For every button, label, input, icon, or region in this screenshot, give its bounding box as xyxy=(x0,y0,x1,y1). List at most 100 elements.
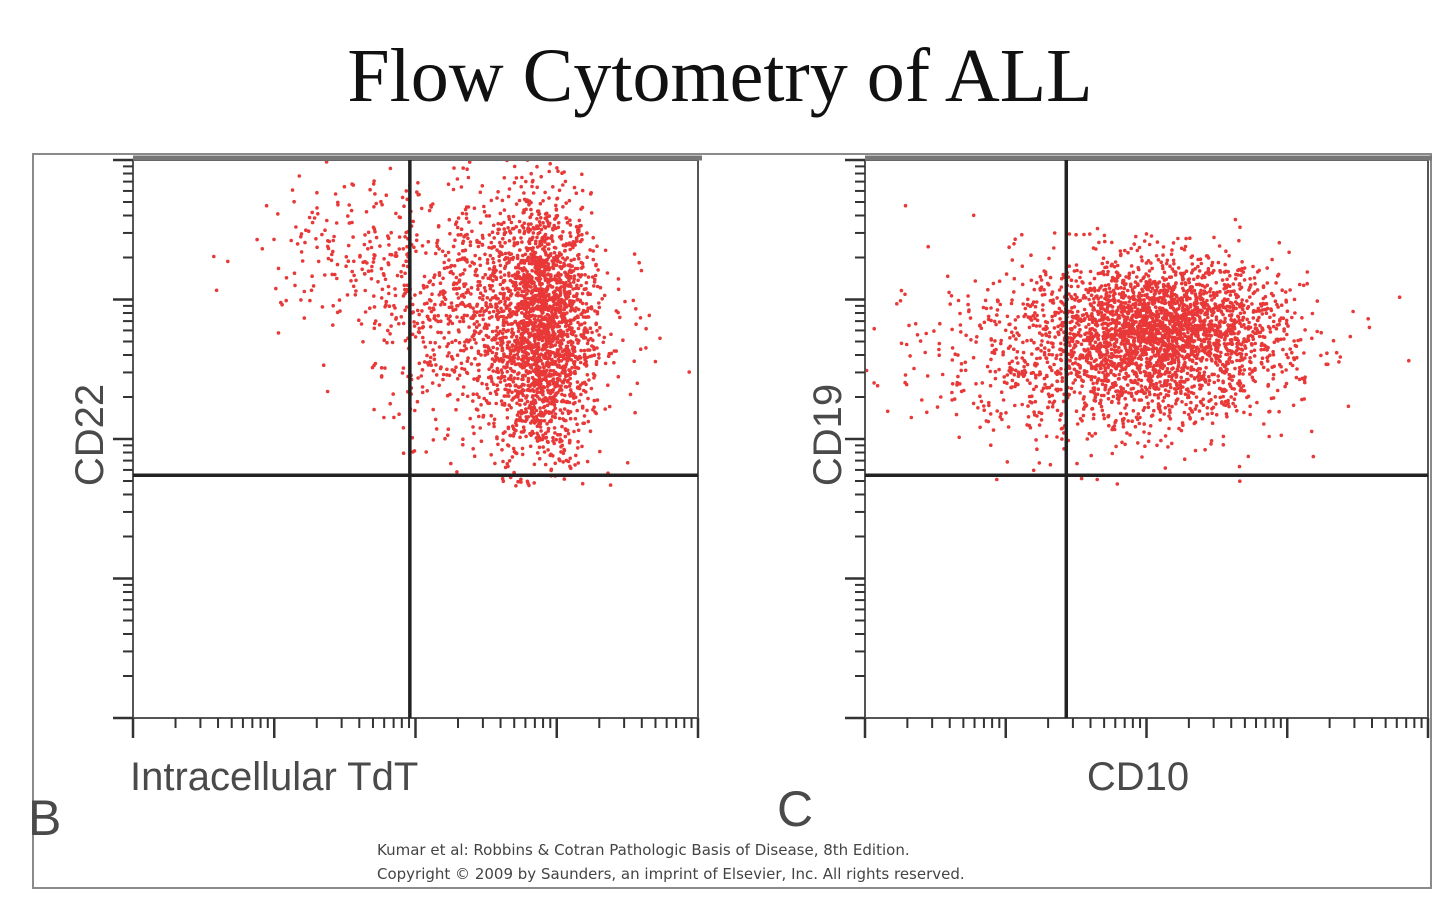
data-point xyxy=(524,179,528,184)
data-point xyxy=(647,313,652,318)
data-point xyxy=(499,251,504,255)
data-point xyxy=(1305,270,1310,274)
data-point xyxy=(522,275,527,280)
data-point xyxy=(521,354,525,358)
data-point xyxy=(466,356,470,360)
data-point xyxy=(451,187,456,192)
data-point xyxy=(488,348,493,353)
data-point xyxy=(525,394,529,398)
data-point xyxy=(475,392,479,397)
data-point xyxy=(383,366,387,370)
data-point xyxy=(606,354,611,359)
data-point xyxy=(575,283,579,288)
data-point xyxy=(463,207,468,212)
data-point xyxy=(1236,346,1241,351)
data-point xyxy=(410,302,415,307)
data-point xyxy=(532,462,537,467)
data-point xyxy=(644,326,648,331)
data-point xyxy=(379,366,384,370)
data-point xyxy=(559,346,563,350)
data-point xyxy=(1148,312,1153,317)
data-point xyxy=(1233,217,1238,222)
data-point xyxy=(546,247,551,251)
data-point xyxy=(554,314,558,319)
data-point xyxy=(1238,287,1242,291)
data-point xyxy=(453,238,457,242)
data-point xyxy=(580,205,585,210)
data-point xyxy=(1248,295,1252,299)
data-point xyxy=(369,269,374,273)
data-point xyxy=(372,205,376,209)
data-point xyxy=(487,233,492,237)
data-point xyxy=(1158,372,1162,376)
data-point xyxy=(420,385,425,389)
data-point xyxy=(386,234,390,238)
data-point xyxy=(401,247,406,251)
data-point xyxy=(525,399,530,404)
data-point xyxy=(525,356,529,360)
data-point xyxy=(1187,280,1191,285)
data-point xyxy=(1215,290,1219,295)
data-point xyxy=(466,288,470,292)
data-point xyxy=(539,387,544,392)
data-point xyxy=(451,357,455,361)
data-point xyxy=(552,250,557,255)
data-point xyxy=(568,247,572,252)
data-point xyxy=(483,272,488,277)
data-point xyxy=(1262,307,1267,312)
data-point xyxy=(580,232,584,237)
data-point xyxy=(520,452,525,457)
data-point xyxy=(520,446,525,451)
data-point xyxy=(1230,360,1235,364)
data-point xyxy=(547,351,552,356)
data-point xyxy=(485,386,490,391)
data-point xyxy=(344,254,349,259)
data-point xyxy=(549,310,554,314)
data-point xyxy=(464,212,469,216)
data-point xyxy=(478,313,482,318)
data-point xyxy=(547,338,551,343)
data-point xyxy=(1120,281,1125,285)
data-point xyxy=(544,328,548,332)
data-point xyxy=(512,359,516,364)
data-point xyxy=(1215,349,1220,353)
data-point xyxy=(440,249,445,254)
data-point xyxy=(531,415,536,420)
data-point xyxy=(569,258,573,263)
data-point xyxy=(568,388,573,392)
data-point xyxy=(565,344,570,349)
data-point xyxy=(568,416,573,421)
data-point xyxy=(473,253,478,258)
data-point xyxy=(530,290,535,294)
data-point xyxy=(511,331,516,335)
data-point xyxy=(310,220,315,225)
data-point xyxy=(1263,294,1268,299)
data-point xyxy=(597,352,601,357)
data-point xyxy=(1073,333,1077,337)
data-point xyxy=(598,449,602,454)
figure-frame xyxy=(32,153,1432,889)
data-point xyxy=(563,283,567,288)
data-point xyxy=(582,328,586,333)
data-point xyxy=(536,344,541,349)
data-point xyxy=(1111,319,1115,324)
data-point xyxy=(510,344,515,349)
data-point xyxy=(554,306,559,311)
data-point xyxy=(498,263,503,268)
data-point xyxy=(493,461,497,466)
data-point xyxy=(531,307,535,311)
data-point xyxy=(579,283,583,288)
data-point xyxy=(525,479,530,484)
data-point xyxy=(557,359,561,364)
data-point xyxy=(1155,318,1160,323)
data-point xyxy=(534,342,538,347)
data-point xyxy=(530,279,534,284)
data-point xyxy=(465,394,470,399)
data-point xyxy=(1202,370,1207,375)
data-point xyxy=(548,334,552,338)
data-point xyxy=(445,367,449,372)
data-point xyxy=(534,408,539,413)
data-point xyxy=(1119,285,1123,290)
data-point xyxy=(1131,270,1136,275)
